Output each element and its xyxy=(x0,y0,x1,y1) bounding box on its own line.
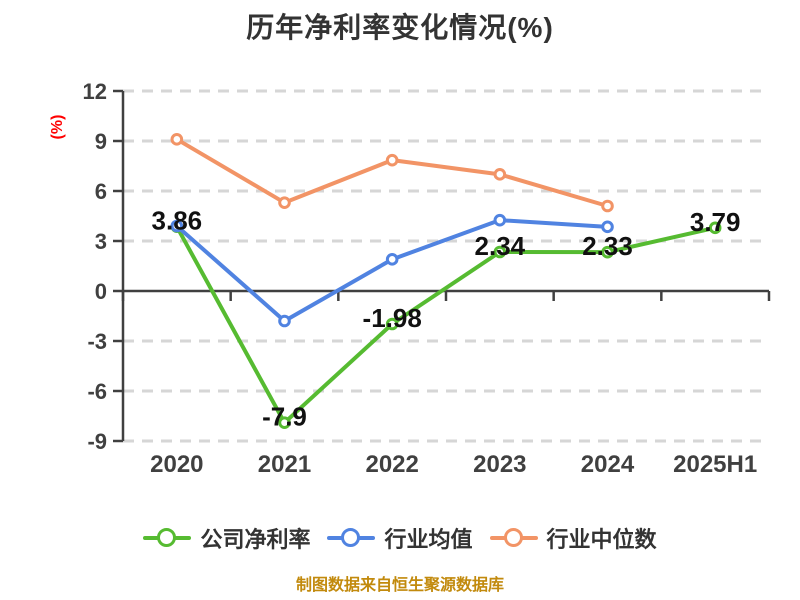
chart-title: 历年净利率变化情况(%) xyxy=(246,12,554,43)
x-tick-label: 2025H1 xyxy=(673,451,757,478)
source-note: 制图数据来自恒生聚源数据库 xyxy=(295,577,504,594)
data-point xyxy=(385,317,399,331)
y-tick-label: 3 xyxy=(95,229,107,254)
series-line-2 xyxy=(174,137,610,208)
legend-marker-industry-median-icon xyxy=(489,527,538,549)
legend-marker-industry-average-icon xyxy=(327,527,376,549)
y-tick-label: 12 xyxy=(83,79,107,104)
legend-label-industry-average: 行业均值 xyxy=(384,527,473,552)
data-point xyxy=(601,199,614,213)
data-label: 3.79 xyxy=(690,207,741,237)
data-label: 2.34 xyxy=(475,231,526,261)
data-point xyxy=(278,196,291,209)
legend: 公司净利率 行业均值 行业中位数 xyxy=(0,521,800,555)
y-tick-label: 6 xyxy=(95,179,107,204)
data-point xyxy=(601,220,614,234)
data-label: 3.86 xyxy=(152,206,203,236)
y-tick-label: -6 xyxy=(87,379,107,404)
data-point xyxy=(708,221,722,235)
legend-item-industry-median[interactable]: 行业中位数 xyxy=(489,522,657,554)
data-point xyxy=(278,416,291,429)
x-tick-label: 2021 xyxy=(258,451,311,478)
legend-marker-company-icon xyxy=(143,527,192,549)
legend-item-company[interactable]: 公司净利率 xyxy=(143,522,310,554)
data-point xyxy=(493,245,507,259)
data-point xyxy=(170,133,184,146)
x-tick-label: 2020 xyxy=(150,451,203,478)
data-point xyxy=(493,168,507,181)
data-point xyxy=(493,213,507,227)
data-label: -7.9 xyxy=(262,402,307,432)
data-label: -1.98 xyxy=(363,303,422,333)
y-tick-label: 9 xyxy=(95,129,107,154)
data-point xyxy=(385,153,399,167)
x-tick-label: 2022 xyxy=(365,451,418,478)
legend-label-industry-median: 行业中位数 xyxy=(546,527,657,552)
data-point xyxy=(385,253,399,266)
x-tick-label: 2024 xyxy=(581,451,635,478)
data-label: 2.33 xyxy=(582,231,633,261)
x-tick-label: 2023 xyxy=(473,451,526,478)
legend-label-company: 公司净利率 xyxy=(200,527,311,552)
data-point xyxy=(601,245,614,259)
data-point xyxy=(278,314,291,328)
series-line-0 xyxy=(174,224,718,425)
y-tick-label: 0 xyxy=(95,279,107,304)
y-tick-label: -3 xyxy=(87,329,107,354)
data-point xyxy=(170,219,184,233)
y-tick-label: -9 xyxy=(87,429,107,454)
legend-item-industry-average[interactable]: 行业均值 xyxy=(327,522,473,554)
